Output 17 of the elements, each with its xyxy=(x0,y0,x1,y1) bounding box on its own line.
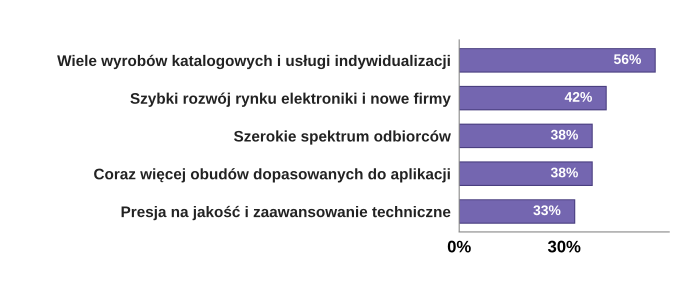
y-tick-label: Szerokie spektrum odbiorców xyxy=(234,130,451,145)
data-label: 42% xyxy=(564,92,592,102)
data-label: 38% xyxy=(550,130,578,140)
y-tick-label: Wiele wyrobów katalogowych i usługi indywidualizacji xyxy=(57,54,450,70)
data-label: 56% xyxy=(614,54,641,64)
data-label: 38% xyxy=(550,168,578,178)
y-tick-label: Coraz więcej obudów dopasowanych do aplikacji xyxy=(94,168,450,182)
x-tick-label: 30% xyxy=(548,240,580,252)
data-label: 33% xyxy=(533,205,560,216)
y-tick-label: Presja na jakość i zaawansowanie techniczne xyxy=(122,206,450,220)
bar xyxy=(459,86,607,110)
bar xyxy=(459,161,593,186)
x-tick-label: 0% xyxy=(448,240,471,252)
bar xyxy=(459,48,656,73)
bar xyxy=(459,124,593,148)
y-tick-label: Szybki rozwój rynku elektroniki i nowe firmy xyxy=(130,92,451,107)
bar xyxy=(459,199,576,224)
